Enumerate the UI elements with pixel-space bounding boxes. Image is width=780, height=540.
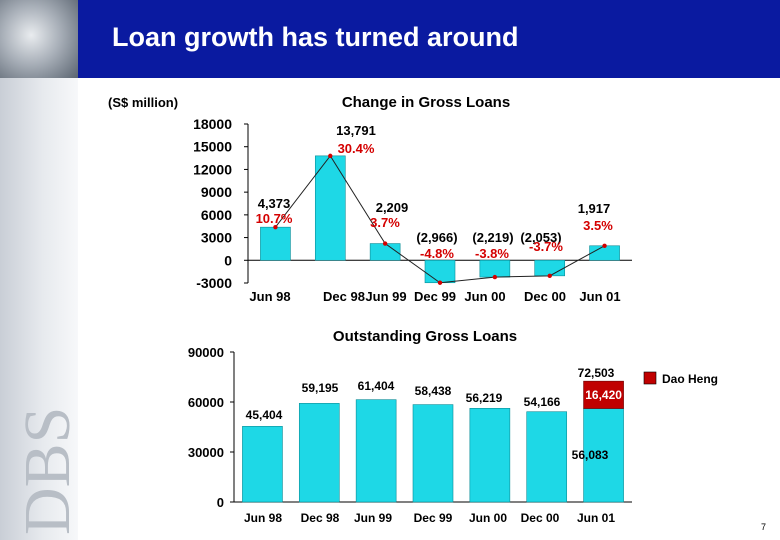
bar <box>242 426 283 503</box>
legend-swatch-dao-heng <box>643 371 657 385</box>
y-tick-label: 12000 <box>193 161 232 177</box>
chart-title: Change in Gross Loans <box>342 94 510 111</box>
data-label: 56,083 <box>572 448 609 462</box>
data-label: 59,195 <box>302 381 339 395</box>
data-label: (2,966) <box>416 230 457 245</box>
line-point <box>547 273 552 279</box>
data-label: (2,219) <box>472 230 513 245</box>
data-label: (2,053) <box>520 230 561 245</box>
data-label: 58,438 <box>415 384 452 398</box>
x-tick-label: Dec 98 <box>323 289 365 304</box>
x-tick-label: Dec 99 <box>414 289 456 304</box>
bar <box>583 408 624 503</box>
x-tick-label: Jun 99 <box>354 511 392 525</box>
dao-heng-bar <box>583 380 624 409</box>
data-label: 45,404 <box>246 408 283 422</box>
header-photo <box>0 0 78 78</box>
x-tick-label: Dec 98 <box>301 511 340 525</box>
line-point <box>492 274 498 280</box>
x-tick-label: Jun 00 <box>469 511 507 525</box>
left-decorative-strip <box>0 0 78 540</box>
growth-label: -4.8% <box>420 246 454 261</box>
growth-label: -3.7% <box>529 239 563 254</box>
bar <box>260 226 291 261</box>
data-label: 54,166 <box>524 395 561 409</box>
bar <box>355 399 397 503</box>
y-tick-label: 15000 <box>193 139 232 155</box>
page-number: 7 <box>760 522 766 532</box>
growth-label: -3.8% <box>475 246 509 261</box>
header-band <box>0 0 780 78</box>
dao-heng-label: 16,420 <box>585 388 622 402</box>
growth-label: 3.5% <box>583 218 613 233</box>
x-tick-label: Jun 99 <box>365 289 406 304</box>
y-tick-label: 90000 <box>188 345 224 360</box>
growth-label: 30.4% <box>338 141 375 156</box>
line-point <box>602 243 607 248</box>
x-tick-label: Jun 00 <box>464 289 505 304</box>
line-point <box>382 241 388 246</box>
y-tick-label: 0 <box>224 252 232 268</box>
y-tick-label: 60000 <box>188 395 224 410</box>
x-tick-label: Dec 00 <box>524 289 566 304</box>
y-tick-label: 30000 <box>188 445 224 460</box>
x-tick-label: Dec 00 <box>521 511 560 525</box>
y-tick-label: 3000 <box>201 230 232 246</box>
page-title: Loan growth has turned around <box>112 22 519 52</box>
x-tick-label: Jun 01 <box>579 289 620 304</box>
line-point <box>328 153 333 159</box>
bar <box>469 408 511 503</box>
line-point <box>273 224 278 230</box>
bar <box>412 404 454 503</box>
data-label: 56,219 <box>466 391 503 405</box>
growth-label: 3.7% <box>370 215 400 230</box>
total-label: 72,503 <box>578 366 615 380</box>
x-tick-label: Jun 01 <box>577 511 615 525</box>
y-tick-label: -3000 <box>196 275 232 291</box>
x-tick-label: Jun 98 <box>244 511 282 525</box>
y-tick-label: 6000 <box>201 207 232 223</box>
chart-title: Outstanding Gross Loans <box>333 328 517 345</box>
y-tick-label: 0 <box>217 495 224 510</box>
growth-label: 10.7% <box>256 211 293 226</box>
data-label: 13,791 <box>336 123 376 138</box>
unit-label: (S$ million) <box>108 95 178 110</box>
x-tick-label: Dec 99 <box>414 511 453 525</box>
bar <box>526 411 568 503</box>
y-tick-label: 18000 <box>193 116 232 132</box>
y-tick-label: 9000 <box>201 184 232 200</box>
x-tick-label: Jun 98 <box>249 289 290 304</box>
data-label: 1,917 <box>578 201 611 216</box>
data-label: 4,373 <box>258 196 291 211</box>
data-label: 61,404 <box>358 379 395 393</box>
line-point <box>437 280 443 285</box>
bar <box>298 403 340 503</box>
data-label: 2,209 <box>376 200 409 215</box>
legend-label-dao-heng: Dao Heng <box>662 372 718 386</box>
